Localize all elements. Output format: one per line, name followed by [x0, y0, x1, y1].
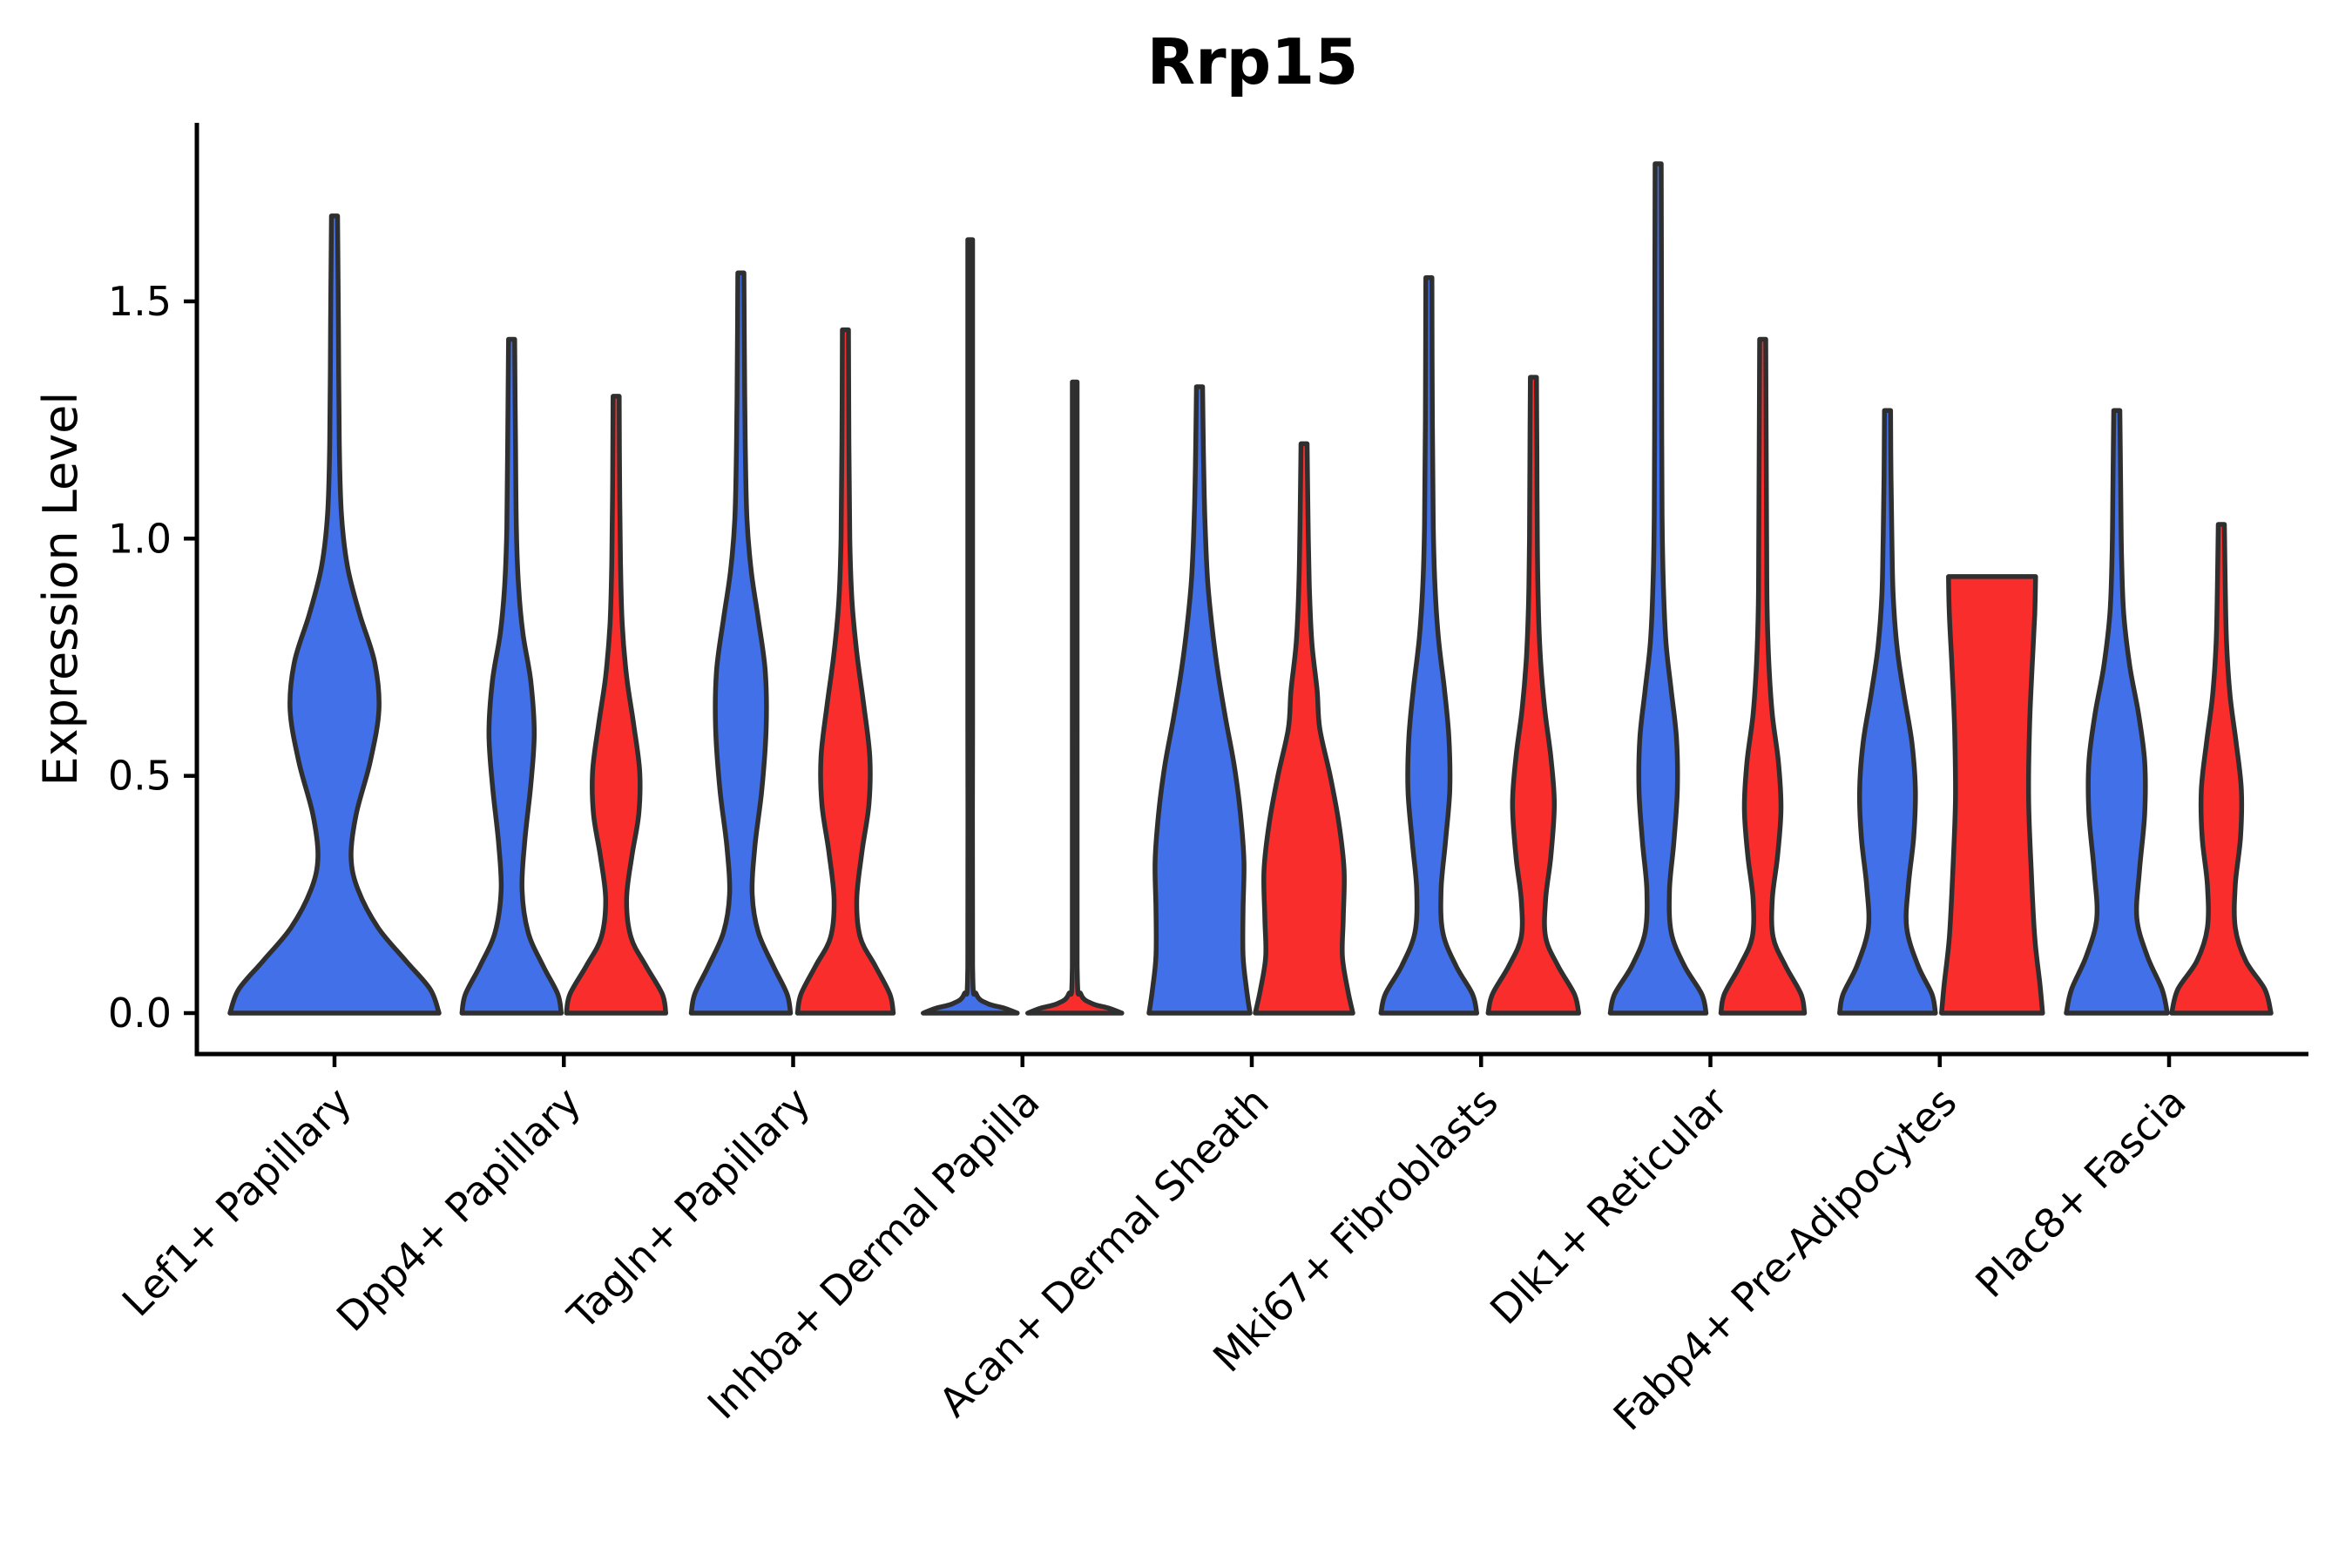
y-axis-label: Expression Level: [33, 392, 88, 787]
violin-red-category-7: [1939, 574, 2045, 1016]
x-tick-label-6: Dlk1+ Reticular: [1481, 1078, 1736, 1334]
violin-blue-category-4: [1146, 384, 1253, 1016]
violin-red-category-6: [1718, 336, 1808, 1016]
y-tick-label: 0.5: [108, 753, 172, 800]
violin-red-category-8: [2169, 522, 2274, 1016]
violin-blue-category-5: [1378, 274, 1480, 1016]
violin-blue-category-7: [1837, 408, 1938, 1016]
chart-title: Rrp15: [1147, 25, 1359, 98]
violin-blue-category-1: [459, 336, 564, 1016]
x-tick-label-0: Lef1+ Papillary: [113, 1078, 361, 1326]
y-tick-label: 1.0: [108, 515, 172, 562]
y-tick-label: 0.0: [108, 990, 172, 1037]
violin-blue-category-6: [1607, 161, 1709, 1016]
x-tick-label-2: Tagln+ Papillary: [558, 1078, 820, 1340]
x-tick-label-1: Dpp4+ Papillary: [328, 1078, 590, 1341]
violins-layer: [227, 161, 2274, 1016]
violin-red-category-1: [564, 394, 669, 1016]
violin-red-category-3: [1025, 379, 1125, 1016]
violin-blue-category-2: [688, 270, 794, 1016]
y-tick-label: 1.5: [108, 278, 172, 325]
violin-red-category-5: [1485, 375, 1582, 1016]
violin-blue-category-8: [2064, 408, 2170, 1016]
violin-blue-category-3: [921, 237, 1020, 1016]
violin-blue-category-0: [227, 213, 442, 1016]
violin-red-category-4: [1253, 441, 1355, 1016]
x-tick-label-8: Plac8+ Fascia: [1966, 1078, 2194, 1307]
violin-red-category-2: [794, 327, 896, 1016]
